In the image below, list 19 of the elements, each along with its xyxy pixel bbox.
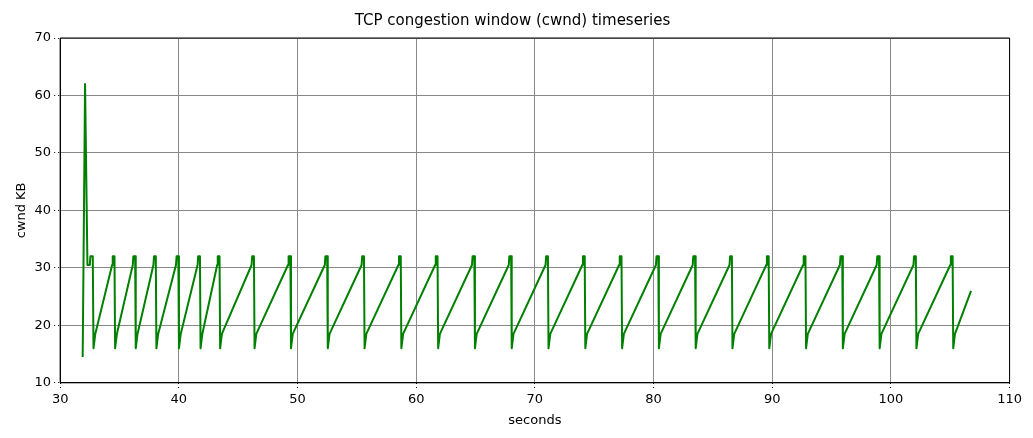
x-tick-label: 40: [170, 390, 188, 406]
y-tick-label: 10: [34, 374, 52, 390]
y-tick-label: 20: [34, 316, 52, 332]
x-tick-label: 90: [763, 390, 781, 406]
y-tick-label: 30: [34, 259, 52, 275]
y-axis-title: cwnd KB: [13, 182, 29, 239]
x-tick-label: 60: [407, 390, 425, 406]
x-tick-label: 100: [878, 390, 904, 406]
x-axis-title: seconds: [508, 411, 562, 427]
x-tick-label: 30: [51, 390, 69, 406]
y-tick-label: 50: [34, 144, 52, 160]
y-tick-label: 70: [34, 29, 52, 45]
x-tick-label: 110: [997, 390, 1023, 406]
x-tick-label: 50: [289, 390, 306, 406]
chart-title: TCP congestion window (cwnd) timeseries: [353, 10, 671, 29]
x-tick-label: 70: [526, 390, 544, 406]
y-tick-label: 60: [34, 86, 52, 102]
x-tick-label: 80: [645, 390, 662, 406]
y-tick-label: 40: [34, 201, 52, 217]
